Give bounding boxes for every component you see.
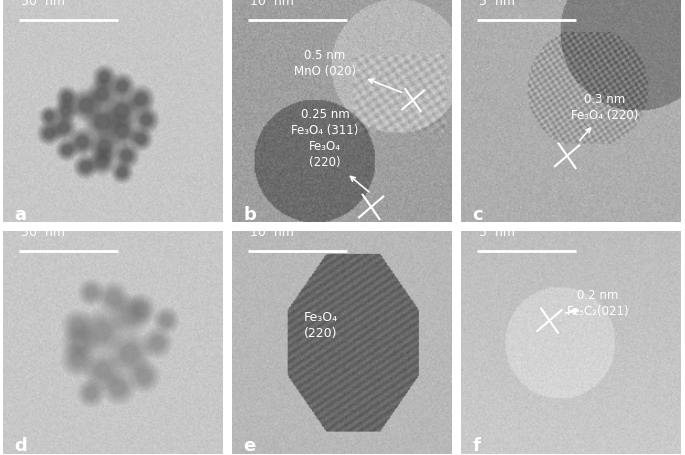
Text: 10  nm: 10 nm [250, 226, 294, 238]
Text: 0.3 nm
Fe₃O₄ (220): 0.3 nm Fe₃O₄ (220) [571, 93, 638, 122]
Text: 10  nm: 10 nm [250, 0, 294, 8]
Text: d: d [14, 436, 27, 454]
Text: 5  nm: 5 nm [479, 0, 515, 8]
Text: 0.5 nm
MnO (020): 0.5 nm MnO (020) [294, 49, 356, 78]
Text: b: b [243, 205, 256, 223]
Text: 50  nm: 50 nm [21, 226, 65, 238]
Text: f: f [473, 436, 480, 454]
Text: e: e [243, 436, 256, 454]
Text: 50  nm: 50 nm [21, 0, 65, 8]
Text: 0.2 nm
Fe₅C₂(021): 0.2 nm Fe₅C₂(021) [566, 288, 630, 318]
Text: 5  nm: 5 nm [479, 226, 515, 238]
Text: c: c [473, 205, 483, 223]
Text: Fe₃O₄
(220): Fe₃O₄ (220) [303, 311, 338, 340]
Text: a: a [14, 205, 27, 223]
Text: 0.25 nm
Fe₃O₄ (311)
Fe₃O₄
(220): 0.25 nm Fe₃O₄ (311) Fe₃O₄ (220) [291, 108, 358, 169]
